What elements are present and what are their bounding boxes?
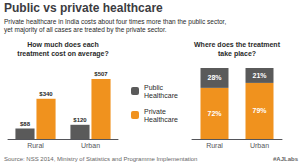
svg-text:Rural: Rural — [27, 142, 44, 149]
svg-text:79%: 79% — [252, 107, 267, 114]
svg-text:Public vs private healthcare: Public vs private healthcare — [4, 1, 163, 15]
svg-text:21%: 21% — [252, 72, 267, 79]
svg-text:Rural: Rural — [206, 142, 223, 149]
svg-text:28%: 28% — [207, 74, 222, 81]
svg-text:$88: $88 — [20, 121, 31, 127]
svg-text:72%: 72% — [207, 110, 222, 117]
svg-text:$507: $507 — [94, 71, 108, 77]
svg-text:$340: $340 — [39, 91, 53, 97]
svg-text:Urban: Urban — [81, 142, 100, 149]
svg-text:Private: Private — [144, 108, 166, 115]
svg-text:$120: $120 — [73, 117, 87, 123]
svg-text:treatment cost on average?: treatment cost on average? — [17, 50, 108, 58]
svg-text:How much does each: How much does each — [27, 41, 99, 48]
svg-text:Where does the treatment: Where does the treatment — [194, 41, 281, 48]
svg-text:#AJLabs: #AJLabs — [273, 156, 299, 162]
svg-text:Urban: Urban — [250, 142, 269, 149]
svg-text:Healthcare: Healthcare — [144, 116, 178, 123]
svg-text:Private healthcare in India co: Private healthcare in India costs about … — [4, 18, 226, 26]
svg-text:yet majority of all cases are: yet majority of all cases are treated by… — [4, 26, 167, 34]
svg-text:Source: NSS 2014, Ministry of: Source: NSS 2014, Ministry of Statistics… — [4, 156, 197, 162]
svg-text:Healthcare: Healthcare — [144, 92, 178, 99]
svg-text:take place?: take place? — [218, 50, 256, 58]
svg-text:Public: Public — [144, 84, 164, 91]
